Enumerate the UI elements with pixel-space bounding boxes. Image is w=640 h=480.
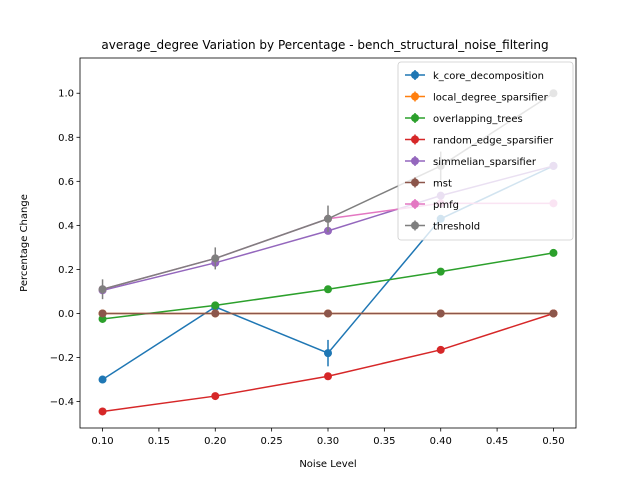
data-point [324, 309, 332, 318]
legend-label: threshold [433, 222, 480, 233]
legend-swatch-marker [411, 221, 419, 230]
legend-swatch-marker [411, 178, 419, 187]
x-tick-label: 0.25 [261, 436, 283, 447]
legend-label: mst [433, 179, 452, 190]
x-tick-label: 0.50 [542, 436, 564, 447]
legend-label: local_degree_sparsifier [433, 93, 549, 104]
data-point [98, 285, 107, 294]
y-tick-label: 0.0 [58, 309, 74, 320]
legend-label: pmfg [433, 200, 459, 211]
y-axis: −0.4 −0.2 0.0 0.2 0.4 0.6 0.8 1.0 [50, 89, 80, 408]
legend: k_core_decomposition local_degree_sparsif… [397, 61, 574, 241]
chart-title: average_degree Variation by Percentage -… [101, 38, 548, 52]
x-tick-label: 0.10 [91, 436, 113, 447]
data-point [436, 345, 445, 354]
legend-item: simmelian_sparsifier [405, 156, 537, 168]
legend-item: pmfg [405, 199, 459, 211]
legend-item: threshold [405, 220, 480, 233]
y-tick-label: 0.8 [58, 133, 74, 144]
y-tick-label: 0.4 [58, 221, 74, 232]
data-point [98, 314, 107, 323]
data-point [549, 248, 558, 257]
data-point [211, 301, 220, 310]
x-axis: 0.10 0.15 0.20 0.25 0.30 0.35 0.40 0.45 0.50 [91, 428, 565, 447]
legend-swatch-marker [411, 135, 419, 144]
x-tick-label: 0.35 [373, 436, 395, 447]
legend-item: mst [405, 177, 452, 190]
y-axis-label: Percentage Change [19, 194, 30, 292]
data-point [211, 254, 220, 263]
x-tick-label: 0.45 [486, 436, 508, 447]
legend-swatch-marker [411, 92, 419, 101]
x-axis-label: Noise Level [299, 459, 356, 470]
y-tick-label: −0.2 [50, 353, 74, 364]
y-tick-label: 1.0 [58, 89, 74, 100]
legend-swatch-marker [411, 114, 419, 122]
legend-label: overlapping_trees [433, 114, 523, 125]
x-tick-label: 0.40 [430, 436, 452, 447]
legend-item: overlapping_trees [405, 113, 523, 125]
x-tick-label: 0.15 [148, 436, 170, 447]
data-point [211, 392, 220, 401]
legend-label: simmelian_sparsifier [433, 157, 537, 168]
data-point [436, 267, 445, 276]
legend-item: random_edge_sparsifier [405, 134, 554, 147]
y-tick-label: −0.4 [50, 397, 74, 408]
legend-label: random_edge_sparsifier [433, 136, 554, 147]
data-point [324, 349, 332, 358]
x-tick-label: 0.30 [317, 436, 339, 447]
data-point [324, 214, 332, 223]
legend-item: local_degree_sparsifier [405, 91, 549, 104]
legend-box [397, 61, 574, 241]
y-tick-label: 0.2 [58, 265, 74, 276]
data-point [98, 375, 107, 384]
data-point [98, 309, 107, 318]
x-tick-label: 0.20 [204, 436, 226, 447]
legend-swatch-marker [411, 71, 419, 79]
legend-item: k_core_decomposition [405, 70, 544, 82]
legend-swatch-marker [411, 200, 419, 208]
series-overlapping_trees [98, 248, 558, 323]
y-tick-label: 0.6 [58, 177, 74, 188]
legend-swatch-marker [411, 157, 419, 165]
series-mst [98, 309, 558, 318]
data-point [324, 285, 332, 294]
legend-label: k_core_decomposition [433, 71, 544, 82]
data-point [549, 309, 558, 318]
data-point [98, 407, 107, 416]
data-point [324, 372, 332, 381]
data-point [211, 309, 220, 318]
data-point [436, 309, 445, 318]
